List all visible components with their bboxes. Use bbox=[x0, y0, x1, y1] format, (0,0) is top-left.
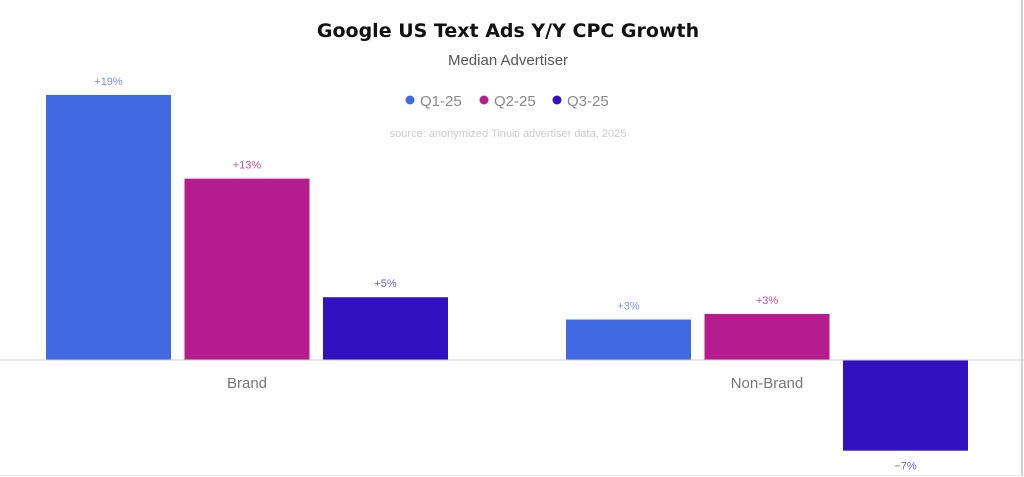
data-label: +3% bbox=[617, 301, 640, 313]
legend-label-Q3-25: Q3-25 bbox=[567, 93, 609, 110]
category-labels: Brand Non-Brand bbox=[227, 375, 803, 392]
bars: +19% +13% +5% +3% +3% −7% bbox=[46, 76, 968, 473]
bar-brand-Q2-25 bbox=[184, 178, 310, 360]
category-label-non-brand: Non-Brand bbox=[731, 375, 804, 392]
data-label: +19% bbox=[94, 76, 123, 88]
data-label: −7% bbox=[894, 461, 917, 473]
bar-non-brand-Q3-25 bbox=[843, 360, 968, 451]
source-note: source: anonymized Tinuiti advertiser da… bbox=[390, 128, 627, 140]
legend-marker-Q1-25 bbox=[405, 95, 415, 105]
data-label: +5% bbox=[374, 278, 397, 290]
legend-label-Q2-25: Q2-25 bbox=[494, 93, 536, 110]
bar-non-brand-Q2-25 bbox=[704, 313, 830, 360]
legend-label-Q1-25: Q1-25 bbox=[420, 93, 462, 110]
legend-marker-Q3-25 bbox=[552, 95, 562, 105]
legend-marker-Q2-25 bbox=[479, 95, 489, 105]
bar-non-brand-Q1-25 bbox=[566, 319, 691, 360]
chart-subtitle: Median Advertiser bbox=[448, 52, 568, 69]
bar-brand-Q1-25 bbox=[46, 94, 171, 360]
data-label: +13% bbox=[233, 160, 262, 172]
data-label: +3% bbox=[756, 295, 779, 307]
chart-title: Google US Text Ads Y/Y CPC Growth bbox=[317, 20, 699, 42]
category-label-brand: Brand bbox=[227, 375, 267, 392]
bar-brand-Q3-25 bbox=[323, 297, 448, 360]
legend: Q1-25 Q2-25 Q3-25 bbox=[405, 93, 609, 110]
